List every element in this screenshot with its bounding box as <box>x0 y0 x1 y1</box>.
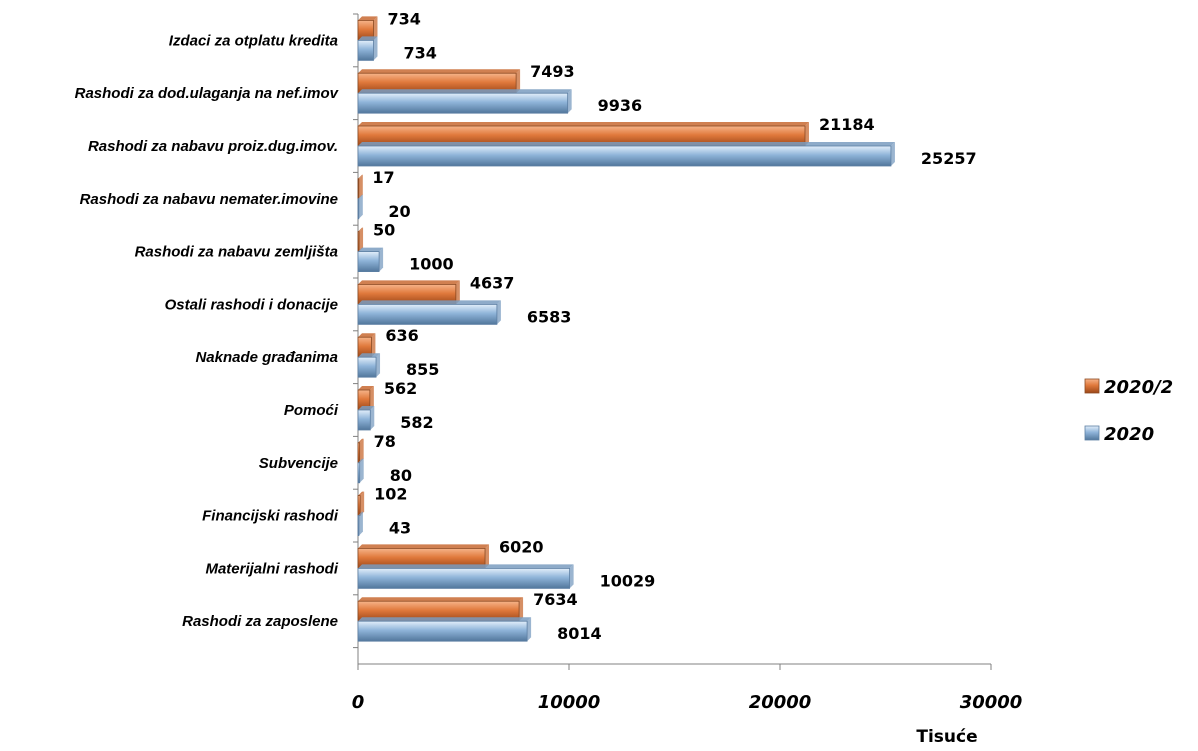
legend-swatch <box>1084 378 1100 394</box>
category-label: Rashodi za nabavu zemljišta <box>135 244 338 261</box>
category-label: Rashodi za dod.ulaganja na nef.imov <box>75 85 340 102</box>
bar-series-2020 <box>357 511 363 536</box>
value-label: 1000 <box>409 255 454 274</box>
category-label: Rashodi za nabavu nemater.imovine <box>80 191 338 208</box>
x-axis-title: Tisuće <box>916 727 977 747</box>
value-label: 20 <box>388 202 410 221</box>
bar-series-2020-2 <box>357 16 378 41</box>
bar-series-2020 <box>357 247 384 273</box>
bar-series-2020-2 <box>357 386 374 411</box>
value-label: 43 <box>389 519 411 538</box>
category-label: Pomoći <box>284 402 339 419</box>
bar-series-2020-2 <box>357 544 490 569</box>
category-label: Rashodi za nabavu proiz.dug.imov. <box>88 138 338 155</box>
legend-swatch <box>1084 425 1100 441</box>
bar-series-2020-2 <box>357 333 376 358</box>
category-label: Naknade građanima <box>195 349 338 366</box>
bar-series-2020-2 <box>357 227 364 253</box>
bar-series-2020 <box>357 36 378 61</box>
value-label: 562 <box>384 379 417 398</box>
legend: 2020/2 2020 <box>1084 377 1173 445</box>
value-label: 582 <box>400 413 433 432</box>
bar-series-2020-2 <box>357 491 365 517</box>
value-label: 734 <box>387 9 420 28</box>
value-label: 636 <box>385 326 418 345</box>
bar-series-2020 <box>357 89 572 114</box>
bar-series-2020 <box>357 300 501 325</box>
value-label: 102 <box>374 485 407 504</box>
value-label: 6583 <box>527 307 572 326</box>
value-label: 734 <box>403 43 436 62</box>
legend-label: 2020 <box>1104 424 1154 445</box>
value-label: 7493 <box>530 62 575 81</box>
category-label: Materijalni rashodi <box>205 560 338 577</box>
bar-series-2020-2 <box>357 122 809 147</box>
x-tick-label: 30000 <box>960 692 1023 713</box>
value-label: 78 <box>374 432 396 451</box>
bar-series-2020 <box>357 353 381 378</box>
value-label: 6020 <box>499 537 544 556</box>
bar-series-2020 <box>357 458 364 484</box>
value-label: 50 <box>373 221 395 240</box>
value-label: 10029 <box>600 571 656 590</box>
value-label: 7634 <box>533 590 578 609</box>
value-label: 80 <box>390 466 412 485</box>
value-label: 8014 <box>557 624 602 643</box>
bar-series-2020 <box>357 142 895 167</box>
value-label: 9936 <box>598 96 643 115</box>
plot-area: 0 10000 20000 30000 Tisuće Izdaci za otplatu … <box>75 9 1023 747</box>
category-label: Financijski rashodi <box>202 508 339 525</box>
bar-series-2020 <box>357 194 363 220</box>
category-label: Izdaci za otplatu kredita <box>169 32 338 49</box>
value-label: 25257 <box>921 149 977 168</box>
legend-label: 2020/2 <box>1104 377 1173 398</box>
x-tick-label: 20000 <box>749 692 812 713</box>
category-label: Subvencije <box>259 455 338 472</box>
value-label: 17 <box>372 168 394 187</box>
category-label: Ostali rashodi i donacije <box>165 296 338 313</box>
category-label: Rashodi za zaposlene <box>182 613 338 630</box>
bar-series-2020 <box>357 564 574 589</box>
bar-series-2020-2 <box>357 69 521 94</box>
bar-series-2020 <box>357 617 532 642</box>
x-tick-label: 0 <box>352 692 365 713</box>
value-label: 4637 <box>470 273 515 292</box>
value-label: 21184 <box>819 115 875 134</box>
value-label: 855 <box>406 360 439 379</box>
bar-series-2020 <box>357 406 375 431</box>
x-tick-label: 10000 <box>538 692 601 713</box>
